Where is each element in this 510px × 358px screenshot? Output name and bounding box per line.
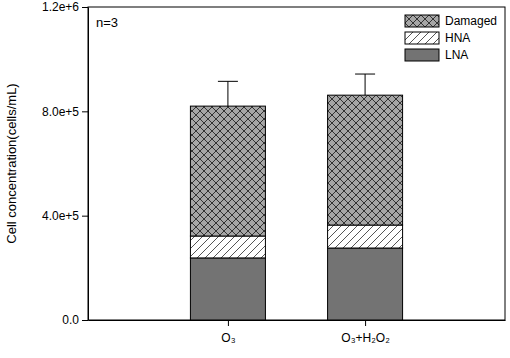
legend-swatch [405, 15, 439, 27]
x-tick-label: O₃ [221, 331, 235, 345]
legend-swatch [405, 32, 439, 44]
legend-label: HNA [445, 31, 470, 45]
bar-segment [190, 236, 265, 258]
y-tick: 8.0e+5 [42, 105, 88, 119]
y-tick: 1.2e+6 [42, 0, 88, 14]
x-axis-line [89, 320, 506, 321]
y-tick-mark [82, 111, 88, 112]
y-axis: 0.0 4.0e+5 8.0e+5 1.2e+6 [42, 0, 89, 327]
legend-item: Damaged [405, 14, 497, 28]
x-tick-label: O₃+H₂O₂ [341, 331, 390, 345]
legend-label: LNA [445, 48, 468, 62]
y-tick: 0.0 [62, 313, 88, 327]
y-tick-mark [82, 320, 88, 321]
x-tick: O₃ [221, 320, 235, 345]
legend-item: HNA [405, 31, 470, 45]
y-axis-line [88, 8, 89, 321]
error-bar-stem [227, 81, 228, 106]
x-tick: O₃+H₂O₂ [341, 320, 390, 345]
error-bar-cap [355, 74, 375, 75]
bars [190, 74, 402, 320]
bar-segment [190, 258, 265, 320]
y-tick-label: 0.0 [62, 313, 79, 327]
legend-item: LNA [405, 48, 468, 62]
error-bar [355, 74, 375, 95]
x-axis: O₃ O₃+H₂O₂ [89, 320, 506, 345]
y-tick-label: 1.2e+6 [42, 0, 79, 14]
error-bar-stem [365, 74, 366, 95]
chart: 0.0 4.0e+5 8.0e+5 1.2e+6 O₃ O₃+H₂O₂ n=3 Damaged… [0, 0, 510, 358]
y-tick-mark [82, 7, 88, 8]
y-tick: 4.0e+5 [42, 209, 88, 223]
x-tick-mark [365, 320, 366, 326]
error-bar [218, 81, 238, 106]
legend-swatch [405, 49, 439, 61]
legend: Damaged HNA LNA [405, 14, 497, 62]
x-tick-mark [228, 320, 229, 326]
bar-segment [328, 225, 403, 248]
bar-segment [190, 106, 265, 236]
annotation: n=3 [96, 15, 118, 30]
error-bar-cap [218, 81, 238, 82]
plot-frame [88, 7, 505, 320]
y-tick-label: 8.0e+5 [42, 105, 79, 119]
y-axis-title: Cell concentration(cells/mL) [4, 83, 19, 243]
bar-segment [328, 248, 403, 320]
bar-segment [328, 95, 403, 225]
plot: 0.0 4.0e+5 8.0e+5 1.2e+6 O₃ O₃+H₂O₂ n=3 Damaged… [42, 0, 506, 345]
y-tick-mark [82, 216, 88, 217]
y-tick-label: 4.0e+5 [42, 209, 79, 223]
legend-label: Damaged [445, 14, 497, 28]
